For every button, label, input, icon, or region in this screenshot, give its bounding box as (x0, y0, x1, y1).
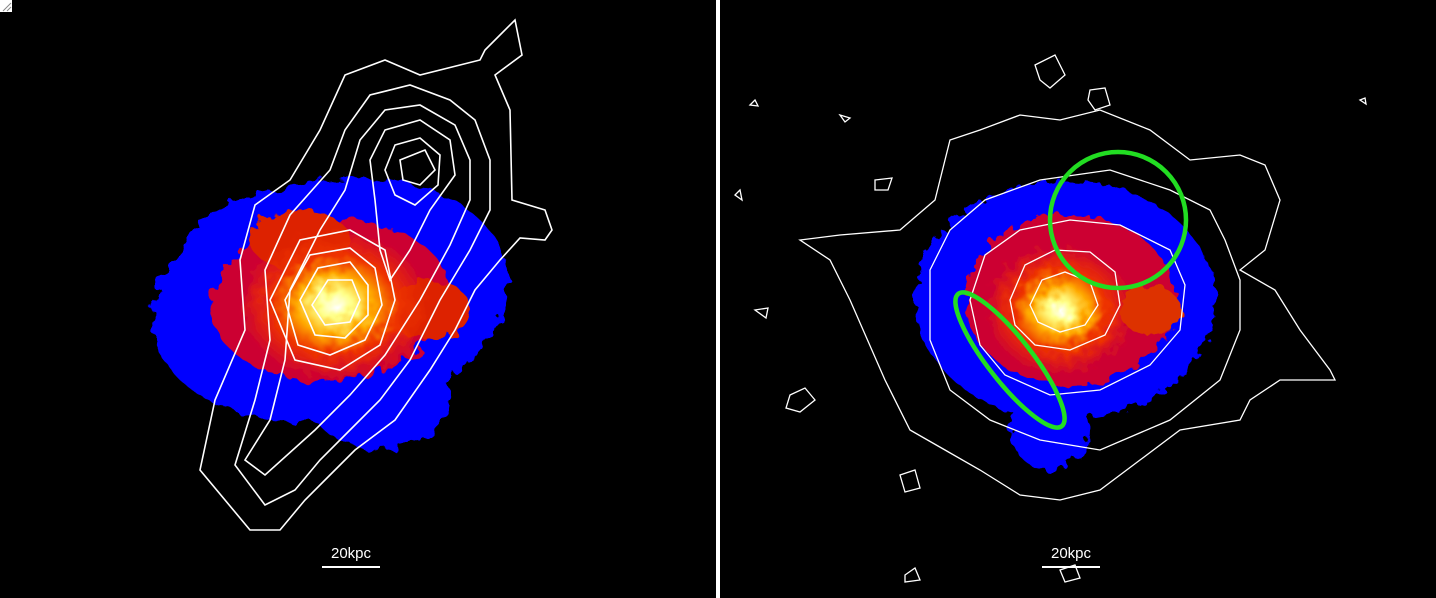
elliptical-region-marker (953, 290, 1067, 430)
right-scale-line (1042, 566, 1100, 568)
left-scale-label: 20kpc (330, 545, 372, 562)
right-region-markers (953, 149, 1189, 430)
resize-grip-icon[interactable] (0, 0, 12, 12)
left-radio-contours (199, 18, 553, 531)
left-scale-bar: 20kpc (311, 546, 391, 568)
panel-divider (716, 0, 720, 598)
circular-region-marker (1047, 149, 1189, 291)
right-contours (733, 54, 1367, 583)
right-scale-label: 20kpc (1050, 545, 1092, 562)
left-xray-emission (151, 177, 509, 450)
left-image-canvas (151, 18, 553, 531)
right-image-canvas (733, 54, 1367, 583)
left-scale-line (322, 566, 380, 568)
left-panel-xray-image: 20kpc (0, 0, 716, 598)
right-panel-xray-image: 20kpc (720, 0, 1436, 598)
right-xray-emission (915, 180, 1215, 470)
right-scale-bar: 20kpc (1031, 546, 1111, 568)
